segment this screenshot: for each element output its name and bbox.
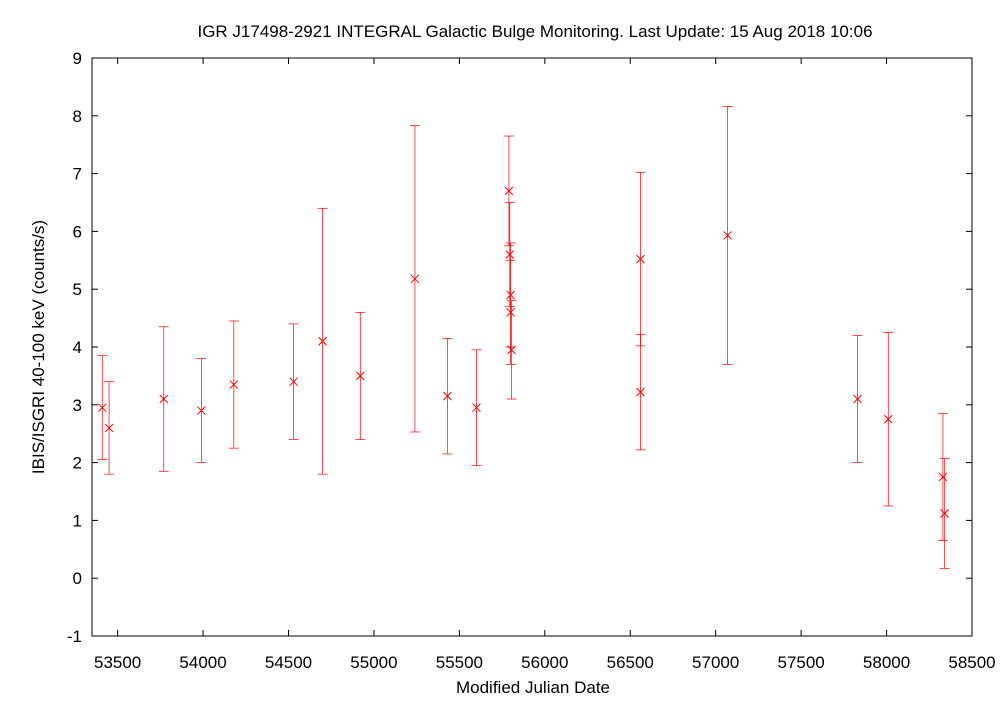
data-point: [158, 326, 169, 472]
point-marker: [318, 336, 328, 346]
data-point: [442, 337, 453, 455]
point-marker: [197, 406, 206, 415]
y-tick-label: 3: [73, 396, 82, 415]
x-tick-label: 58000: [863, 653, 910, 672]
data-point: [97, 355, 108, 461]
x-tick-label: 53500: [94, 653, 141, 672]
y-tick-label: 7: [73, 165, 82, 184]
point-marker: [97, 403, 107, 413]
x-tick-label: 54000: [179, 653, 226, 672]
data-point: [635, 333, 646, 451]
point-marker: [104, 423, 114, 433]
point-marker: [505, 250, 515, 259]
y-tick-label: 9: [73, 49, 82, 68]
point-marker: [938, 472, 948, 482]
x-tick-label: 56000: [521, 653, 568, 672]
x-tick-label: 55000: [350, 653, 397, 672]
chart-title: IGR J17498-2921 INTEGRAL Galactic Bulge …: [197, 22, 872, 41]
x-axis-label: Modified Julian Date: [456, 678, 610, 697]
x-tick-label: 58500: [948, 653, 995, 672]
data-point: [505, 259, 516, 365]
data-point: [409, 125, 420, 433]
data-point: [196, 358, 207, 463]
point-marker: [506, 307, 515, 317]
point-marker: [507, 345, 516, 355]
point-marker: [883, 414, 893, 424]
data-point: [722, 106, 733, 365]
data-layer: [97, 106, 950, 569]
point-marker: [159, 394, 169, 404]
y-tick-label: 2: [73, 454, 82, 473]
point-marker: [636, 387, 645, 397]
data-point: [288, 323, 299, 440]
data-point: [883, 332, 894, 507]
data-point: [937, 413, 948, 541]
data-point: [228, 320, 239, 449]
data-point: [503, 135, 514, 247]
point-marker: [723, 231, 733, 240]
data-point: [504, 202, 515, 307]
x-tick-label: 56500: [607, 653, 654, 672]
point-marker: [289, 377, 298, 387]
plot-frame: [91, 57, 973, 637]
x-tick-label: 57500: [777, 653, 824, 672]
axes-layer: 53500 54000 54500 55000 55500 56000 56500 57000…: [67, 49, 996, 672]
data-point: [635, 172, 646, 347]
x-tick-label: 54500: [265, 653, 312, 672]
data-point: [939, 458, 950, 569]
point-marker: [229, 380, 239, 389]
data-point: [506, 300, 517, 400]
point-marker: [940, 509, 950, 518]
x-tick-label: 55500: [436, 653, 483, 672]
point-marker: [410, 274, 420, 284]
y-tick-label: 0: [73, 569, 82, 588]
data-point: [104, 381, 115, 475]
y-tick-label: 1: [73, 511, 82, 530]
y-tick-label: -1: [67, 627, 82, 646]
y-tick-label: 4: [73, 338, 82, 357]
x-tick-label: 57000: [692, 653, 739, 672]
data-point: [355, 311, 366, 440]
y-tick-label: 8: [73, 107, 82, 126]
point-marker: [472, 403, 481, 413]
point-marker: [355, 371, 365, 381]
data-point: [852, 335, 863, 463]
point-marker: [853, 394, 862, 404]
y-axis-label: IBIS/ISGRI 40-100 keV (counts/s): [29, 220, 48, 474]
y-tick-label: 5: [73, 280, 82, 299]
data-point: [317, 207, 328, 475]
y-tick-label: 6: [73, 222, 82, 241]
data-point: [471, 349, 482, 466]
point-marker: [636, 254, 645, 264]
point-marker: [443, 391, 452, 401]
point-marker: [504, 186, 514, 196]
